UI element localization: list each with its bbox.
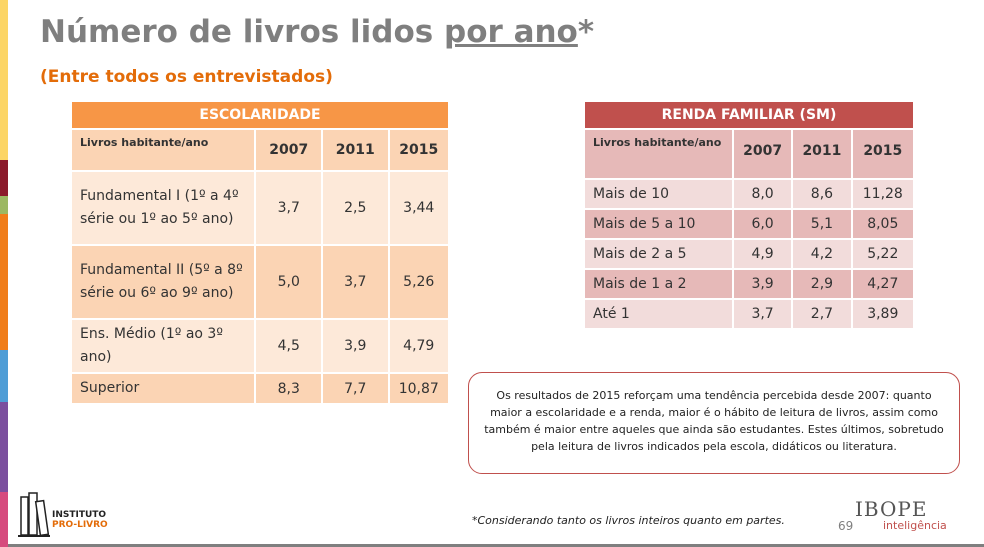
page-title: Número de livros lidos por ano* bbox=[40, 14, 594, 50]
row-label: Mais de 2 a 5 bbox=[585, 240, 732, 268]
escolaridade-caption: ESCOLARIDADE bbox=[72, 102, 448, 128]
escolaridade-year-2011: 2011 bbox=[322, 130, 388, 170]
table-row: Mais de 5 a 10 6,0 5,1 8,05 bbox=[585, 210, 913, 238]
row-label: Mais de 10 bbox=[585, 180, 732, 208]
row-value: 4,2 bbox=[793, 240, 851, 268]
table-row: Fundamental I (1º a 4º série ou 1º ao 5º… bbox=[72, 172, 448, 244]
table-row: Até 1 3,7 2,7 3,89 bbox=[585, 300, 913, 328]
table-row: Superior 8,3 7,7 10,87 bbox=[72, 374, 448, 403]
row-value: 2,5 bbox=[322, 172, 388, 244]
row-label: Superior bbox=[72, 374, 255, 403]
row-value: 8,6 bbox=[793, 180, 851, 208]
row-label: Até 1 bbox=[585, 300, 732, 328]
row-value: 4,27 bbox=[852, 270, 913, 298]
escolaridade-header-row: Livros habitante/ano 2007 2011 2015 bbox=[72, 130, 448, 170]
escolaridade-table: ESCOLARIDADE Livros habitante/ano 2007 2… bbox=[70, 100, 450, 405]
row-value: 3,9 bbox=[733, 270, 792, 298]
instituto-text: INSTITUTO bbox=[52, 510, 107, 520]
row-value: 8,05 bbox=[852, 210, 913, 238]
renda-caption: RENDA FAMILIAR (SM) bbox=[585, 102, 913, 128]
row-value: 7,7 bbox=[322, 374, 388, 403]
row-value: 5,22 bbox=[852, 240, 913, 268]
side-color-stripe bbox=[0, 0, 8, 547]
row-value: 3,7 bbox=[322, 246, 388, 318]
table-row: Fundamental II (5º a 8º série ou 6º ao 9… bbox=[72, 246, 448, 318]
escolaridade-header-label: Livros habitante/ano bbox=[72, 130, 255, 170]
row-value: 2,7 bbox=[793, 300, 851, 328]
pro-livro-text: PRO-LIVRO bbox=[52, 520, 108, 530]
row-value: 5,1 bbox=[793, 210, 851, 238]
row-value: 4,5 bbox=[256, 320, 321, 372]
row-value: 3,44 bbox=[389, 172, 448, 244]
books-icon bbox=[18, 492, 50, 537]
title-asterisk: * bbox=[577, 14, 595, 50]
row-label: Fundamental I (1º a 4º série ou 1º ao 5º… bbox=[72, 172, 255, 244]
table-row: Ens. Médio (1º ao 3º ano) 4,5 3,9 4,79 bbox=[72, 320, 448, 372]
footnote: *Considerando tanto os livros inteiros q… bbox=[472, 514, 785, 527]
renda-table: RENDA FAMILIAR (SM) Livros habitante/ano… bbox=[583, 100, 915, 330]
row-value: 3,7 bbox=[733, 300, 792, 328]
renda-header-row: Livros habitante/ano 2007 2011 2015 bbox=[585, 130, 913, 178]
table-row: Mais de 10 8,0 8,6 11,28 bbox=[585, 180, 913, 208]
ibope-logo: IBOPE inteligência bbox=[855, 497, 947, 532]
row-value: 4,79 bbox=[389, 320, 448, 372]
page-subtitle: (Entre todos os entrevistados) bbox=[40, 67, 333, 87]
row-value: 4,9 bbox=[733, 240, 792, 268]
row-value: 8,0 bbox=[733, 180, 792, 208]
row-value: 3,9 bbox=[322, 320, 388, 372]
escolaridade-year-2007: 2007 bbox=[256, 130, 321, 170]
renda-year-2015: 2015 bbox=[852, 130, 913, 178]
row-value: 5,0 bbox=[256, 246, 321, 318]
renda-year-2011: 2011 bbox=[793, 130, 851, 178]
row-value: 2,9 bbox=[793, 270, 851, 298]
row-value: 5,26 bbox=[389, 246, 448, 318]
title-underlined: por ano bbox=[444, 14, 578, 50]
table-row: Mais de 1 a 2 3,9 2,9 4,27 bbox=[585, 270, 913, 298]
renda-header-label: Livros habitante/ano bbox=[585, 130, 732, 178]
ibope-text: IBOPE bbox=[855, 497, 928, 521]
findings-note-box: Os resultados de 2015 reforçam uma tendê… bbox=[468, 372, 960, 474]
row-value: 6,0 bbox=[733, 210, 792, 238]
bottom-divider bbox=[8, 544, 984, 547]
renda-year-2007: 2007 bbox=[733, 130, 792, 178]
row-value: 8,3 bbox=[256, 374, 321, 403]
row-value: 11,28 bbox=[852, 180, 913, 208]
page-number: 69 bbox=[838, 519, 854, 533]
table-row: Mais de 2 a 5 4,9 4,2 5,22 bbox=[585, 240, 913, 268]
row-label: Fundamental II (5º a 8º série ou 6º ao 9… bbox=[72, 246, 255, 318]
inteligencia-text: inteligência bbox=[883, 519, 947, 532]
title-text: Número de livros lidos bbox=[40, 14, 444, 50]
findings-note-text: Os resultados de 2015 reforçam uma tendê… bbox=[484, 389, 944, 453]
row-value: 3,7 bbox=[256, 172, 321, 244]
instituto-pro-livro-logo: INSTITUTO PRO-LIVRO bbox=[18, 487, 128, 539]
row-label: Mais de 5 a 10 bbox=[585, 210, 732, 238]
row-label: Ens. Médio (1º ao 3º ano) bbox=[72, 320, 255, 372]
row-label: Mais de 1 a 2 bbox=[585, 270, 732, 298]
escolaridade-year-2015: 2015 bbox=[389, 130, 448, 170]
row-value: 10,87 bbox=[389, 374, 448, 403]
row-value: 3,89 bbox=[852, 300, 913, 328]
